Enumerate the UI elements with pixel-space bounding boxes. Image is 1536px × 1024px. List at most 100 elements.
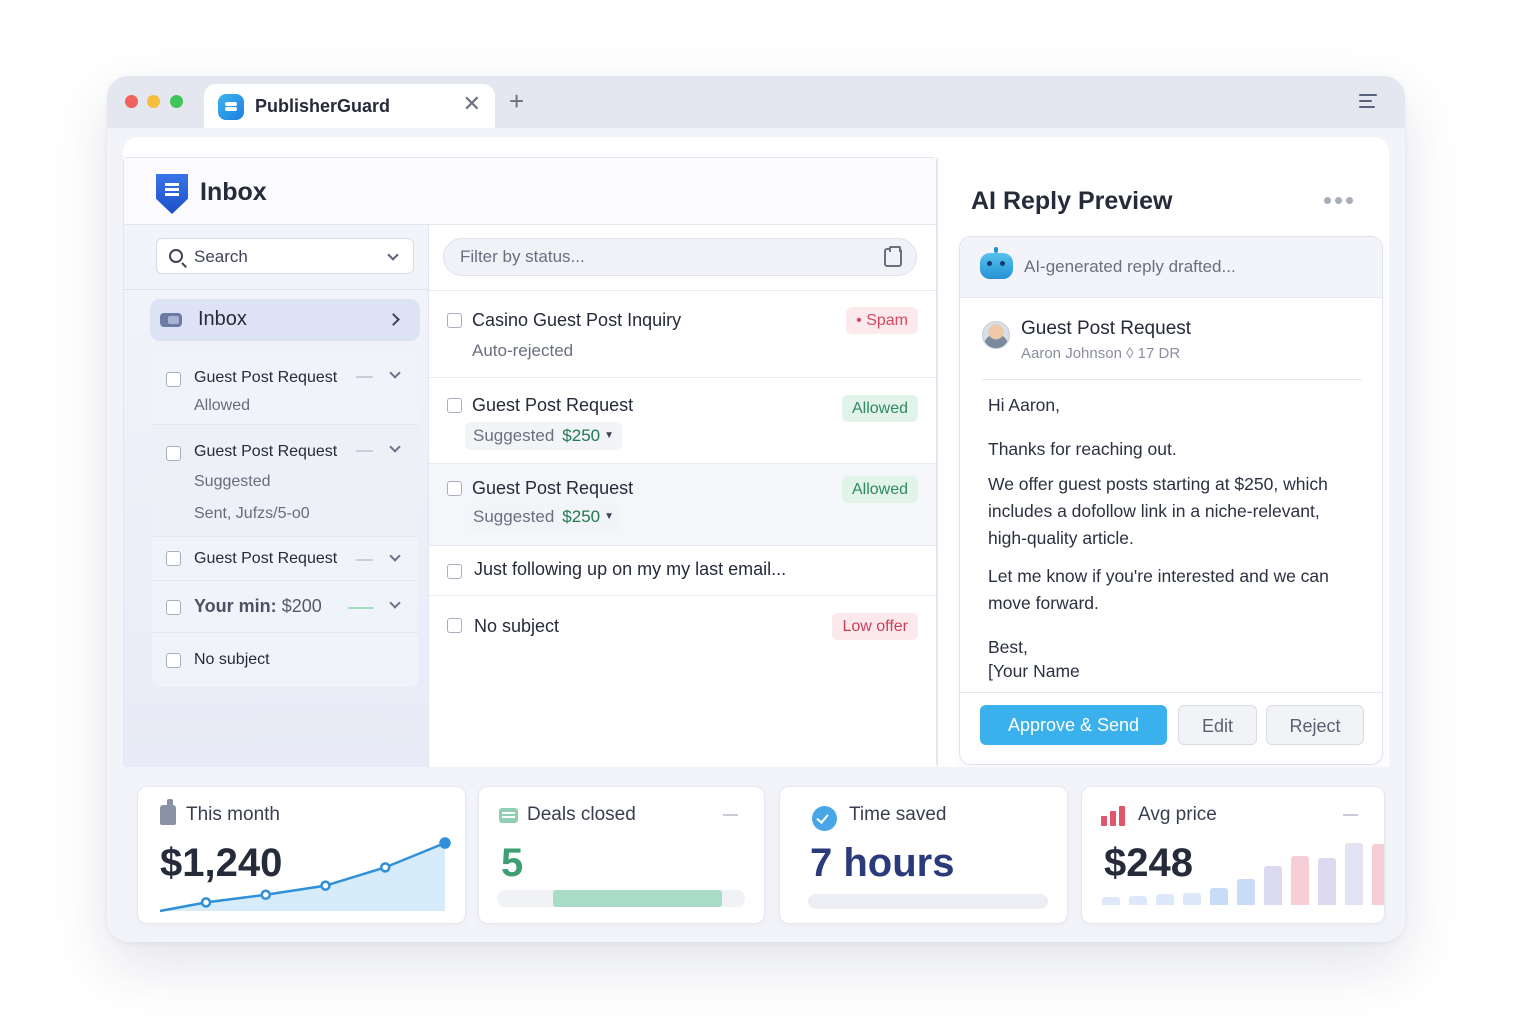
table-row[interactable]: Guest Post Request Suggested $250 ▼ Allowe… — [429, 463, 936, 545]
list-item[interactable]: Your min: $200 — [152, 581, 418, 633]
caret-down-icon: ▼ — [604, 430, 615, 441]
stat-value: $1,240 — [160, 841, 283, 885]
ai-reply-panel: AI Reply Preview AI-generated reply draf… — [937, 157, 1389, 767]
message-subject: No subject — [474, 616, 560, 636]
approve-send-button[interactable]: Approve & Send — [980, 705, 1167, 745]
price-bar — [1237, 879, 1255, 905]
stat-label: Time saved — [849, 804, 947, 825]
pill-price: $250 — [562, 507, 601, 526]
maximize-window-button[interactable] — [170, 95, 183, 108]
suggested-price-pill[interactable]: Suggested $250 ▼ — [465, 422, 623, 450]
checkbox[interactable] — [447, 398, 462, 413]
bar-chart-icon — [1101, 806, 1127, 826]
min-price: Your min: $200 — [194, 596, 322, 617]
checkbox[interactable] — [447, 564, 462, 579]
sidebar-item-inbox[interactable]: Inbox — [150, 299, 420, 341]
shield-icon — [156, 174, 188, 214]
pill-price: $250 — [562, 426, 601, 445]
title-bar: PublisherGuard ✕ + — [107, 76, 1405, 128]
table-row[interactable]: No subject Low offer — [429, 595, 936, 655]
checkbox[interactable] — [166, 446, 181, 461]
stat-value: 5 — [501, 841, 524, 885]
price-bar — [1345, 843, 1363, 905]
checkbox[interactable] — [166, 600, 181, 615]
chevron-down-icon[interactable] — [389, 367, 401, 379]
deals-icon — [499, 808, 518, 823]
reply-paragraph: Let me know if you're interested and we … — [988, 566, 1329, 613]
chevron-down-icon[interactable] — [389, 550, 401, 562]
message-list: Filter by status... Casino Guest Post In… — [429, 225, 936, 767]
checkbox[interactable] — [166, 653, 181, 668]
stat-card-deals: Deals closed 5 — [478, 786, 765, 924]
pill-label: Suggested — [473, 507, 555, 526]
caret-down-icon: ▼ — [604, 511, 615, 522]
checkbox[interactable] — [166, 372, 181, 387]
list-item[interactable]: No subject — [152, 633, 418, 687]
panel-title: AI Reply Preview — [971, 187, 1173, 215]
trend-point — [380, 862, 391, 873]
minimize-window-button[interactable] — [147, 95, 160, 108]
list-item-title: Guest Post Request — [194, 550, 338, 567]
stat-value: $248 — [1104, 841, 1193, 885]
status-badge: Low offer — [832, 613, 918, 640]
reply-sender: Aaron Johnson ◊ 17 DR — [1021, 345, 1181, 362]
price-bar — [1291, 856, 1309, 905]
price-bar — [1372, 844, 1384, 905]
checkbox[interactable] — [447, 313, 462, 328]
table-row[interactable]: Casino Guest Post Inquiry Auto-rejected … — [429, 290, 936, 377]
search-placeholder: Search — [194, 247, 248, 266]
plus-icon[interactable]: + — [509, 86, 525, 116]
checkbox[interactable] — [447, 481, 462, 496]
list-item[interactable]: Guest Post Request Suggested Sent, Jufzs… — [152, 425, 418, 537]
clipboard-icon[interactable] — [884, 246, 902, 267]
reject-button[interactable]: Reject — [1266, 705, 1364, 745]
trend-point — [260, 889, 271, 901]
checkbox[interactable] — [447, 618, 462, 633]
status-badge: Allowed — [841, 476, 918, 503]
list-item[interactable]: Guest Post Request Allowed — [152, 351, 418, 425]
stat-value: 7 hours — [810, 841, 955, 885]
reply-status: AI-generated reply drafted... — [1024, 257, 1236, 276]
browser-tab[interactable]: PublisherGuard ✕ — [204, 84, 495, 128]
inbox-header: Inbox — [124, 158, 936, 225]
page-title: Inbox — [200, 178, 267, 206]
min-price-label: Your min: — [194, 596, 277, 616]
edit-button[interactable]: Edit — [1178, 705, 1257, 745]
reply-subject: Guest Post Request — [1021, 318, 1192, 339]
reply-paragraph: Thanks for reaching out. — [988, 439, 1177, 459]
table-row[interactable]: Just following up on my my last email... — [429, 545, 936, 595]
price-bar — [1264, 866, 1282, 905]
dash-icon — [356, 376, 373, 378]
folder-icon — [160, 313, 182, 327]
price-bar — [1129, 896, 1147, 905]
reply-paragraph: We offer guest posts starting at $250, w… — [988, 474, 1328, 548]
status-badge: • Spam — [846, 307, 918, 334]
chevron-down-icon[interactable] — [387, 249, 399, 261]
browser-window: PublisherGuard ✕ + Inbox Search Inbox — [107, 76, 1405, 942]
trend-point — [320, 880, 331, 891]
trend-line — [159, 841, 446, 913]
list-item-title: Guest Post Request — [194, 369, 338, 386]
list-item[interactable]: Guest Post Request — [152, 537, 418, 581]
list-item-title: No subject — [194, 651, 270, 668]
price-bar — [1102, 897, 1120, 905]
deals-progress — [497, 890, 745, 907]
search-input[interactable]: Search — [156, 238, 414, 274]
stat-card-avg-price: Avg price $248 — [1081, 786, 1385, 924]
suggested-price-pill[interactable]: Suggested $250 ▼ — [465, 503, 623, 531]
checkbox[interactable] — [166, 551, 181, 566]
hamburger-menu-icon[interactable] — [1359, 94, 1377, 108]
chevron-down-icon[interactable] — [389, 597, 401, 609]
trend-point — [439, 837, 451, 849]
chevron-down-icon[interactable] — [389, 441, 401, 453]
close-icon[interactable]: ✕ — [462, 91, 481, 116]
sidebar-list: Guest Post Request Allowed Guest Post Re… — [152, 351, 418, 687]
price-bar — [1210, 888, 1228, 905]
reply-signature: [Your Name — [988, 661, 1080, 681]
more-options-icon[interactable] — [1324, 197, 1353, 204]
pill-label: Suggested — [473, 426, 555, 445]
status-filter-input[interactable]: Filter by status... — [443, 238, 917, 276]
close-window-button[interactable] — [125, 95, 138, 108]
reply-greeting: Hi Aaron, — [988, 395, 1060, 415]
table-row[interactable]: Guest Post Request Suggested $250 ▼ Allowe… — [429, 377, 936, 463]
